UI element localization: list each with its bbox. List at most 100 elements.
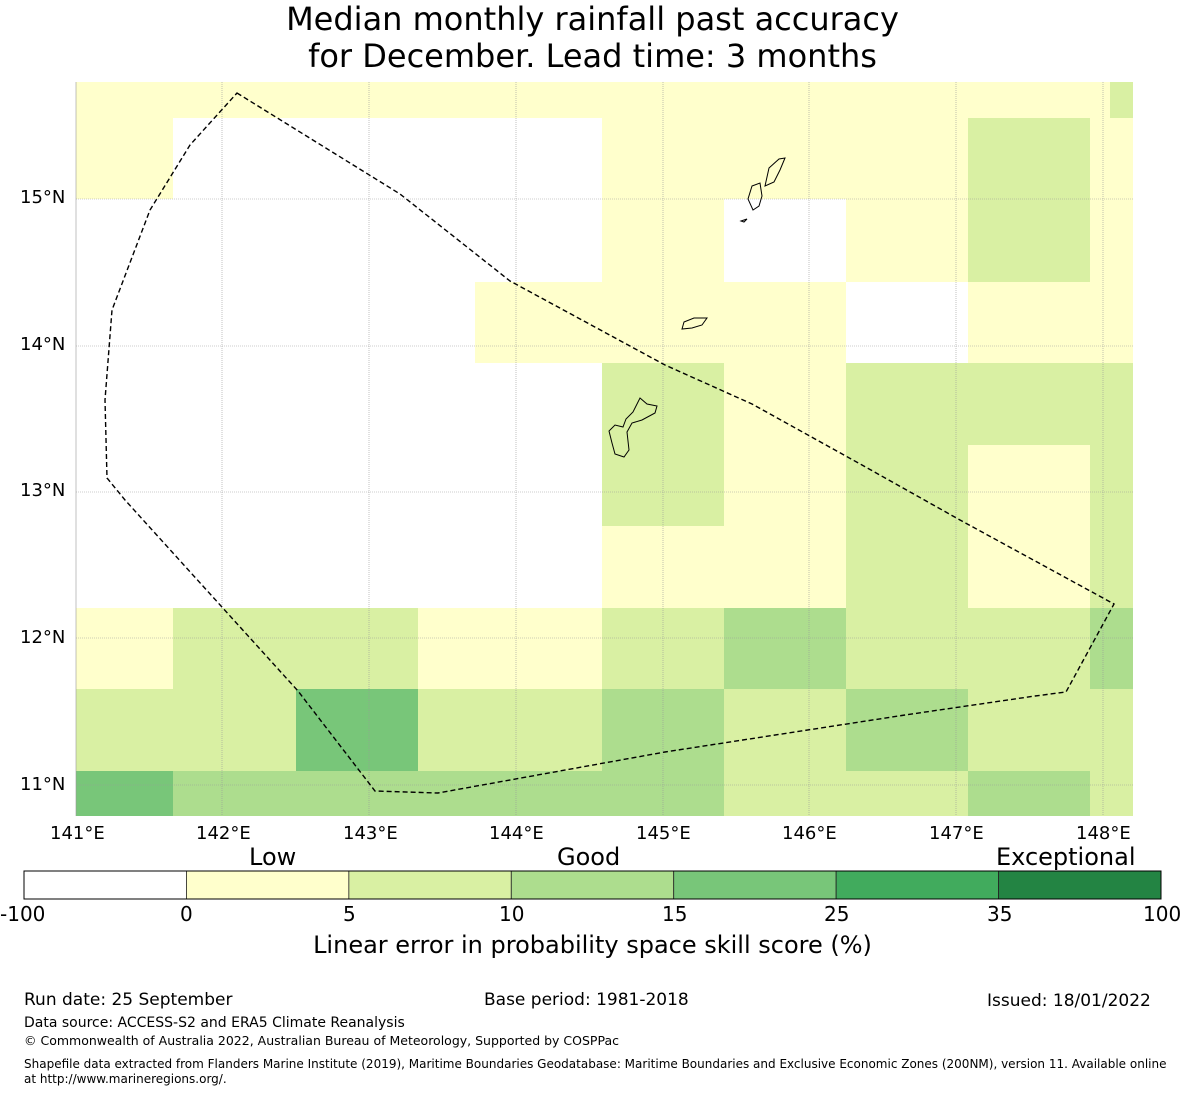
skill-cell: [369, 689, 418, 771]
skill-cell: [968, 118, 1029, 199]
skill-cell: [76, 445, 173, 526]
skill-cell: [222, 771, 296, 816]
colorbar-tick: -100: [0, 902, 46, 926]
skill-cell: [296, 282, 369, 363]
skill-cell: [907, 199, 968, 282]
skill-cell: [369, 771, 418, 816]
lon-label-147e: 147°E: [929, 823, 984, 844]
chart-title-line-2: for December. Lead time: 3 months: [308, 37, 877, 75]
colorbar-segment: [23, 870, 187, 900]
skill-cell: [663, 82, 724, 118]
skill-cell: [1029, 363, 1090, 445]
skill-cell: [907, 771, 968, 816]
skill-cell: [475, 445, 540, 526]
skill-cell: [1110, 526, 1133, 608]
skill-cell: [724, 363, 785, 445]
lon-label-144e: 144°E: [489, 823, 544, 844]
lat-label-13n: 13°N: [20, 480, 66, 501]
skill-cell: [76, 689, 173, 771]
skill-cell: [296, 689, 369, 771]
skill-cell: [785, 282, 846, 363]
skill-cell: [968, 771, 1029, 816]
skill-cell: [846, 363, 907, 445]
skill-cell: [418, 526, 475, 608]
skill-cell: [1029, 771, 1090, 816]
skill-cell: [785, 771, 846, 816]
skill-cell: [76, 526, 173, 608]
skill-cell: [724, 526, 785, 608]
skill-cell: [846, 82, 907, 118]
skill-cell: [846, 771, 907, 816]
colorbar-segment: [510, 870, 675, 900]
skill-cell: [1110, 118, 1133, 199]
colorbar-tick: 5: [343, 902, 356, 926]
colorbar-tick: 10: [499, 902, 525, 926]
skill-cell: [602, 199, 663, 282]
skill-cell: [968, 445, 1029, 526]
skill-cell: [540, 608, 602, 689]
skill-cell: [369, 82, 418, 118]
skill-cell: [418, 689, 475, 771]
skill-cell: [1110, 771, 1133, 816]
skill-cell: [907, 608, 968, 689]
skill-cell: [1110, 689, 1133, 771]
skill-cell: [1029, 608, 1090, 689]
skill-cell: [418, 608, 475, 689]
skill-cell: [907, 363, 968, 445]
skill-cell: [785, 363, 846, 445]
skill-cell: [173, 689, 222, 771]
lon-label-141e: 141°E: [50, 823, 105, 844]
lat-label-14n: 14°N: [20, 334, 66, 355]
lon-label-146e: 146°E: [782, 823, 837, 844]
skill-cell: [540, 445, 602, 526]
skill-cell: [475, 771, 540, 816]
skill-cell: [369, 608, 418, 689]
skill-cell: [602, 82, 663, 118]
skill-cell: [369, 445, 418, 526]
skill-cell: [369, 199, 418, 282]
colorbar-category-exceptional: Exceptional: [996, 843, 1136, 871]
skill-cell: [173, 199, 222, 282]
skill-cell: [1029, 445, 1090, 526]
skill-cell: [785, 445, 846, 526]
colorbar-tick: 35: [987, 902, 1013, 926]
skill-cell: [296, 445, 369, 526]
skill-cell: [602, 608, 663, 689]
skill-cell: [296, 199, 369, 282]
skill-cell: [475, 82, 540, 118]
island-saipan: [764, 157, 786, 187]
skill-cell: [222, 118, 296, 199]
skill-cell: [418, 282, 475, 363]
skill-cell: [296, 363, 369, 445]
skill-cell: [1110, 282, 1133, 363]
skill-cell: [369, 363, 418, 445]
skill-cell: [1090, 82, 1110, 118]
graticule: [75, 82, 1133, 816]
skill-cell: [540, 526, 602, 608]
skill-cell: [846, 445, 907, 526]
skill-cell: [173, 445, 222, 526]
skill-cell: [602, 282, 663, 363]
skill-cell: [724, 608, 785, 689]
skill-cell: [785, 199, 846, 282]
skill-cell: [785, 689, 846, 771]
skill-cell: [846, 608, 907, 689]
skill-cell: [1110, 82, 1133, 118]
skill-cell: [1090, 526, 1110, 608]
skill-cell: [296, 118, 369, 199]
skill-cell: [1110, 445, 1133, 526]
island-aguijan: [739, 218, 748, 223]
skill-cell: [724, 82, 785, 118]
lat-label-11n: 11°N: [20, 774, 66, 795]
colorbar-axis-label: Linear error in probability space skill …: [313, 931, 872, 959]
skill-cell: [663, 771, 724, 816]
colorbar-segment: [835, 870, 999, 900]
colorbar-frame: [23, 870, 1162, 900]
skill-cell: [418, 771, 475, 816]
skill-cell: [296, 771, 369, 816]
skill-cell: [907, 282, 968, 363]
skill-cell: [968, 526, 1029, 608]
skill-cell: [663, 199, 724, 282]
skill-cell: [907, 445, 968, 526]
